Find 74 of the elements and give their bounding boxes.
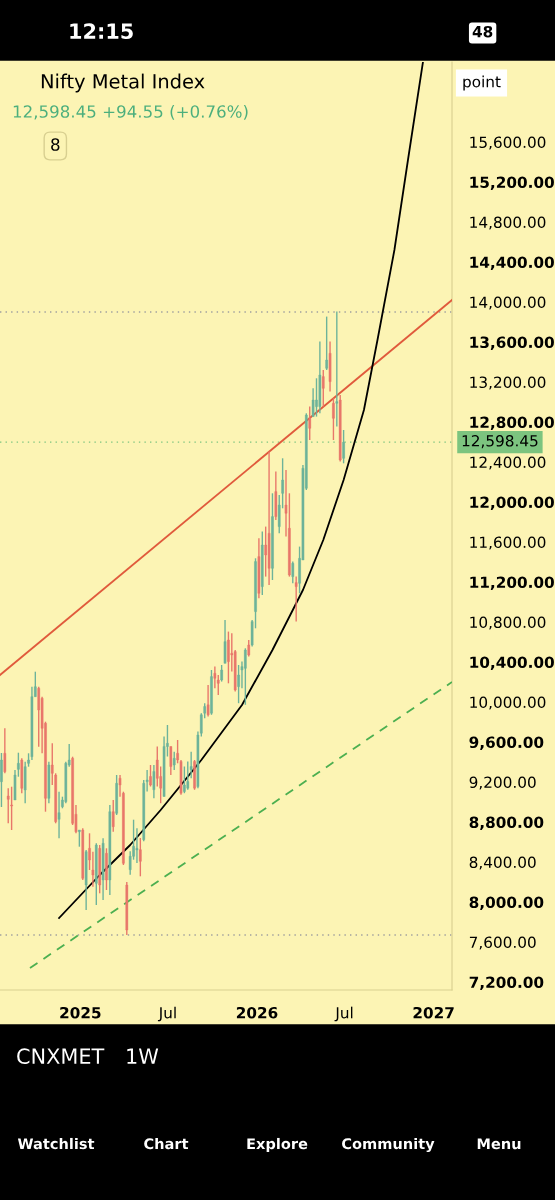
candlestick	[78, 829, 81, 848]
text: Watchlist	[17, 1137, 95, 1150]
text: Nifty Metal Index	[41, 73, 205, 93]
candlestick	[271, 492, 274, 581]
y-tick-label: 14,000.00	[470, 296, 546, 310]
candlestick	[10, 786, 13, 831]
y-tick-label: 13,600.00	[470, 336, 554, 350]
y-tick-label: 10,400.00	[470, 656, 554, 670]
y-tick-label: 8,800.00	[469, 816, 544, 830]
candlestick	[183, 765, 186, 794]
text: 12:15	[70, 23, 133, 40]
candlestick	[315, 377, 318, 418]
x-tick-label: Jul	[334, 1006, 353, 1022]
candlestick	[139, 837, 142, 877]
candlestick	[135, 827, 139, 864]
x-tick-label: 2025	[60, 1006, 101, 1019]
candlestick	[244, 647, 247, 706]
text: Menu	[477, 1138, 521, 1150]
candlestick	[332, 397, 335, 441]
text: 1W	[127, 1048, 159, 1064]
candlestick	[308, 405, 312, 441]
candlestick	[291, 560, 295, 584]
candlestick	[335, 310, 339, 428]
x-tick-label: Jul	[157, 1006, 176, 1022]
candlestick	[172, 751, 176, 771]
text: 48	[472, 25, 493, 38]
y-tick-label: 12,400.00	[470, 456, 546, 470]
text: Chart	[144, 1137, 189, 1150]
y-tick-label: 12,800.00	[470, 416, 554, 430]
y-tick-label: 14,400.00	[470, 256, 554, 270]
candlestick	[57, 791, 61, 839]
candlestick	[220, 664, 223, 683]
text: point	[463, 75, 501, 91]
text: CNXMET	[17, 1048, 105, 1065]
y-tick-label: 11,200.00	[470, 576, 554, 590]
ref-line-label: 12,598.45	[462, 435, 538, 449]
y-tick-label: 12,000.00	[470, 496, 554, 510]
y-tick-label: 15,200.00	[470, 176, 554, 190]
candlestick	[3, 727, 7, 774]
candlestick	[237, 664, 240, 704]
x-tick-label: 2027	[413, 1006, 454, 1019]
y-tick-label: 10,000.00	[470, 696, 546, 710]
candlestick	[149, 764, 152, 788]
candlestick	[186, 760, 190, 791]
candlestick	[152, 764, 156, 799]
candlestick	[264, 525, 267, 578]
candlestick	[0, 752, 3, 808]
annotation: 8	[51, 138, 60, 151]
y-tick-label: 11,600.00	[470, 536, 546, 550]
y-tick-label: 15,600.00	[470, 136, 546, 150]
x-tick-label: 2026	[236, 1006, 278, 1019]
candlestick	[294, 575, 298, 623]
y-tick-label: 10,800.00	[470, 616, 546, 630]
candlestick	[115, 774, 118, 816]
candlestick	[325, 315, 328, 371]
candlestick	[210, 669, 213, 716]
y-tick-label: 9,600.00	[469, 736, 544, 750]
candlestick	[193, 759, 196, 791]
candlestick	[227, 630, 230, 684]
y-tick-label: 13,200.00	[470, 376, 546, 390]
y-tick-label: 7,200.00	[469, 976, 544, 990]
text: 12,598.45 +94.55 (+0.76%)	[13, 104, 248, 120]
y-tick-label: 9,200.00	[469, 776, 536, 790]
y-tick-label: 8,400.00	[469, 856, 536, 870]
candlestick	[321, 369, 325, 408]
text: Community	[342, 1137, 435, 1153]
candlestick	[342, 429, 345, 464]
candlestick	[105, 847, 108, 891]
y-tick-label: 14,800.00	[470, 216, 546, 230]
text: Explore	[247, 1137, 308, 1153]
candlestick	[111, 799, 115, 833]
candlestick	[223, 619, 227, 664]
y-tick-label: 7,600.00	[469, 936, 536, 950]
y-tick-label: 8,000.00	[469, 896, 544, 910]
